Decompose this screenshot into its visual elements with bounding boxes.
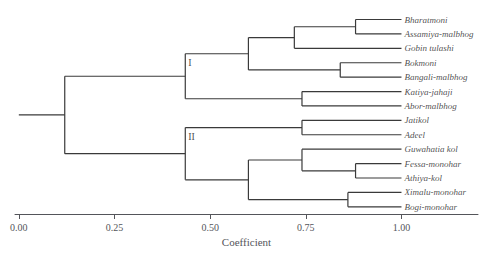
svg-text:Jatikol: Jatikol bbox=[404, 115, 429, 125]
svg-text:Coefficient: Coefficient bbox=[222, 236, 271, 248]
svg-text:0.00: 0.00 bbox=[10, 222, 28, 233]
svg-text:Katiya-jahaji: Katiya-jahaji bbox=[403, 87, 452, 97]
svg-text:Bokmoni: Bokmoni bbox=[404, 58, 436, 68]
svg-text:Bogi-monohar: Bogi-monohar bbox=[404, 202, 457, 212]
svg-text:0.75: 0.75 bbox=[297, 222, 315, 233]
svg-text:Bangali-malbhog: Bangali-malbhog bbox=[404, 72, 467, 82]
svg-text:II: II bbox=[188, 131, 195, 142]
svg-text:Guwahatia kol: Guwahatia kol bbox=[404, 144, 458, 154]
svg-text:Gobin tulashi: Gobin tulashi bbox=[404, 43, 454, 53]
svg-text:1.00: 1.00 bbox=[393, 222, 411, 233]
svg-text:Bharatmoni: Bharatmoni bbox=[404, 15, 448, 25]
svg-text:Adeel: Adeel bbox=[403, 130, 425, 140]
svg-text:Fessa-monohar: Fessa-monohar bbox=[403, 159, 461, 169]
svg-text:0.25: 0.25 bbox=[106, 222, 124, 233]
svg-text:Athiya-kol: Athiya-kol bbox=[403, 173, 442, 183]
svg-text:Ximalu-monohar: Ximalu-monohar bbox=[403, 187, 466, 197]
svg-text:I: I bbox=[188, 57, 191, 68]
svg-text:Abor-malbhog: Abor-malbhog bbox=[403, 101, 457, 111]
svg-text:Assamiya-malbhog: Assamiya-malbhog bbox=[403, 29, 473, 39]
svg-text:0.50: 0.50 bbox=[201, 222, 219, 233]
